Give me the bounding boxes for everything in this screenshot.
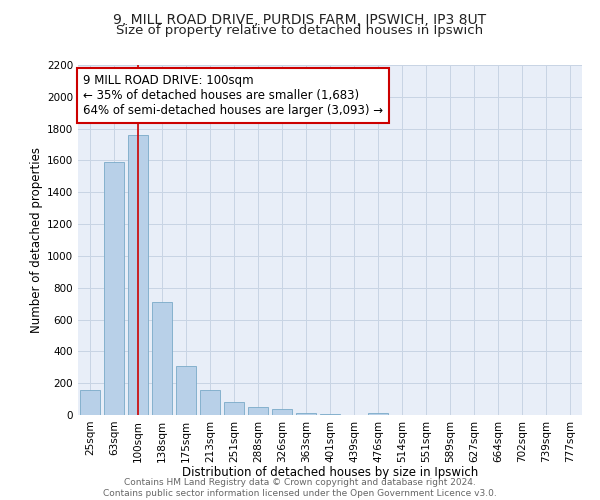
Bar xyxy=(296,412,316,415)
Bar xyxy=(152,302,172,415)
Bar xyxy=(368,412,388,415)
Text: 9, MILL ROAD DRIVE, PURDIS FARM, IPSWICH, IP3 8UT: 9, MILL ROAD DRIVE, PURDIS FARM, IPSWICH… xyxy=(113,12,487,26)
Bar xyxy=(272,410,292,415)
Bar xyxy=(200,390,220,415)
Bar xyxy=(248,406,268,415)
Bar xyxy=(224,402,244,415)
X-axis label: Distribution of detached houses by size in Ipswich: Distribution of detached houses by size … xyxy=(182,466,478,479)
Bar xyxy=(80,390,100,415)
Bar xyxy=(176,366,196,415)
Text: 9 MILL ROAD DRIVE: 100sqm
← 35% of detached houses are smaller (1,683)
64% of se: 9 MILL ROAD DRIVE: 100sqm ← 35% of detac… xyxy=(83,74,383,116)
Bar xyxy=(104,162,124,415)
Text: Contains HM Land Registry data © Crown copyright and database right 2024.
Contai: Contains HM Land Registry data © Crown c… xyxy=(103,478,497,498)
Y-axis label: Number of detached properties: Number of detached properties xyxy=(30,147,43,333)
Text: Size of property relative to detached houses in Ipswich: Size of property relative to detached ho… xyxy=(116,24,484,37)
Bar xyxy=(128,135,148,415)
Bar xyxy=(320,414,340,415)
